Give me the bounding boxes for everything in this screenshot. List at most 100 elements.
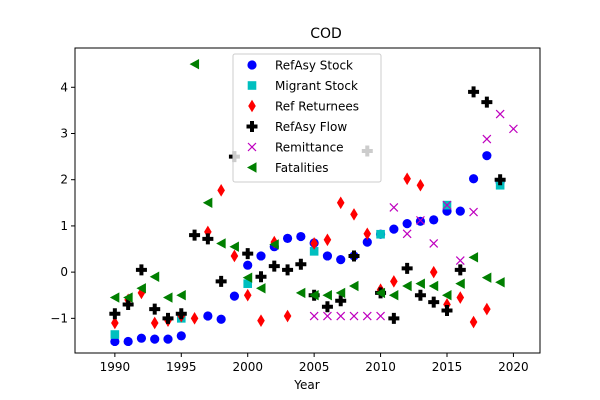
- refasy-stock-point-22: [415, 216, 426, 226]
- remittance-point-15: [509, 124, 518, 134]
- legend-migrant-stock-point: [247, 81, 257, 90]
- fatalities-point-14: [309, 290, 319, 301]
- fatalities-point-18: [375, 287, 386, 299]
- refasy-flow-point-5: [175, 308, 187, 320]
- y-tick-label-0: 0: [60, 265, 68, 279]
- refasy-stock-point-4: [163, 334, 173, 344]
- ref-returnees-point-0: [111, 316, 119, 330]
- remittance-point-4: [362, 311, 372, 321]
- migrant-stock-point-3: [309, 247, 319, 256]
- remittance-point-7: [402, 229, 412, 239]
- remittance-point-2: [336, 311, 346, 321]
- remittance-point-6: [389, 203, 399, 212]
- fatalities-point-11: [256, 283, 266, 294]
- remittance-point-3: [349, 311, 359, 321]
- fatalities-point-19: [388, 290, 399, 301]
- refasy-flow-point-25: [441, 304, 453, 316]
- legend-label: Migrant Stock: [275, 79, 358, 93]
- legend-refasy-flow-point: [246, 121, 258, 132]
- fatalities-point-1: [123, 292, 133, 303]
- refasy-stock-point-25: [455, 206, 465, 216]
- ref-returnees-point-25: [456, 291, 465, 304]
- refasy-flow-point-4: [162, 312, 174, 324]
- refasy-stock-point-6: [203, 311, 213, 321]
- x-tick-label-2020: 2020: [498, 360, 529, 374]
- remittance-point-8: [416, 215, 425, 225]
- remittance-point-10: [442, 200, 452, 210]
- fatalities-point-0: [109, 292, 120, 303]
- refasy-stock-point-8: [229, 291, 240, 301]
- remittance-point-5: [376, 311, 385, 321]
- refasy-stock-point-26: [468, 174, 479, 184]
- ref-returnees-point-3: [150, 316, 159, 330]
- legend-fatalities-point: [247, 162, 257, 173]
- x-axis: 1990 1995 2000 2005 2010 2015 2020: [100, 353, 529, 374]
- legend-label: Remittance: [275, 141, 344, 155]
- refasy-flow-point-12: [268, 260, 280, 272]
- refasy-flow-point-18: [348, 250, 360, 262]
- fatalities-point-23: [442, 290, 452, 301]
- ref-returnees-point-22: [416, 178, 425, 192]
- ref-returnees-point-18: [363, 227, 372, 241]
- ref-returnees-point-27: [483, 302, 491, 316]
- fatalities-point-12: [269, 239, 279, 250]
- legend-entry-refasy-stock: RefAsy Stock: [247, 59, 353, 73]
- ref-returnees-point-6: [190, 312, 199, 325]
- remittance-point-13: [482, 134, 492, 144]
- refasy-flow-point-14: [295, 258, 307, 270]
- legend-entry-refasy-flow: RefAsy Flow: [246, 120, 347, 134]
- refasy-stock-point-20: [389, 224, 399, 234]
- ref-returnees-point-14: [310, 237, 318, 250]
- fatalities-point-26: [481, 272, 492, 283]
- remittance-point-0: [309, 311, 319, 321]
- refasy-flow-point-21: [388, 312, 400, 324]
- fatalities-point-16: [335, 287, 346, 299]
- fatalities-point-10: [242, 272, 253, 283]
- remittance-point-14: [495, 109, 505, 119]
- refasy-stock-point-18: [362, 237, 372, 247]
- ref-returnees-point-2: [137, 286, 146, 300]
- refasy-flow-point-23: [414, 289, 426, 301]
- x-tick-label-1995: 1995: [166, 360, 197, 374]
- refasy-stock-point-9: [243, 260, 253, 270]
- legend-label: Ref Returnees: [275, 100, 359, 114]
- migrant-stock-point-4: [376, 229, 385, 239]
- series-refasy-stock: [110, 151, 505, 347]
- refasy-stock-point-15: [322, 251, 333, 261]
- legend-label: Fatalities: [275, 161, 329, 175]
- fatalities-point-3: [149, 271, 160, 282]
- refasy-stock-point-10: [256, 251, 266, 261]
- fatalities-point-22: [428, 280, 439, 292]
- x-tick-label-2000: 2000: [232, 360, 263, 374]
- migrant-stock-point-0: [110, 330, 120, 339]
- refasy-stock-point-5: [176, 331, 186, 341]
- y-tick-label-2: 2: [60, 173, 68, 187]
- legend-entry-migrant-stock: Migrant Stock: [247, 79, 358, 93]
- refasy-flow-point-13: [282, 264, 294, 276]
- refasy-flow-point-0: [109, 308, 121, 320]
- refasy-flow-point-11: [255, 271, 267, 283]
- refasy-stock-point-7: [216, 314, 226, 324]
- legend: RefAsy Stock Migrant Stock Ref Returnees Re…: [232, 53, 382, 183]
- refasy-flow-point-16: [321, 301, 333, 313]
- refasy-flow-point-29: [494, 174, 506, 186]
- fatalities-point-24: [455, 278, 465, 289]
- refasy-flow-point-26: [454, 264, 466, 276]
- x-tick-label-1990: 1990: [100, 360, 131, 374]
- refasy-flow-point-7: [202, 233, 214, 245]
- fatalities-point-13: [295, 287, 306, 299]
- axes-frame: [74, 47, 541, 354]
- refasy-flow-point-27: [468, 86, 480, 98]
- refasy-stock-point-21: [402, 219, 412, 229]
- refasy-stock-point-2: [136, 333, 147, 343]
- refasy-stock-point-27: [482, 151, 492, 161]
- legend-entry-fatalities: Fatalities: [247, 161, 329, 175]
- fatalities-point-8: [216, 238, 226, 249]
- ref-returnees-point-16: [336, 196, 345, 210]
- x-tick-label-2015: 2015: [432, 360, 463, 374]
- fatalities-point-17: [349, 280, 359, 292]
- ref-returnees-point-21: [403, 172, 411, 186]
- refasy-stock-point-13: [296, 231, 306, 242]
- legend-label: RefAsy Stock: [275, 59, 353, 73]
